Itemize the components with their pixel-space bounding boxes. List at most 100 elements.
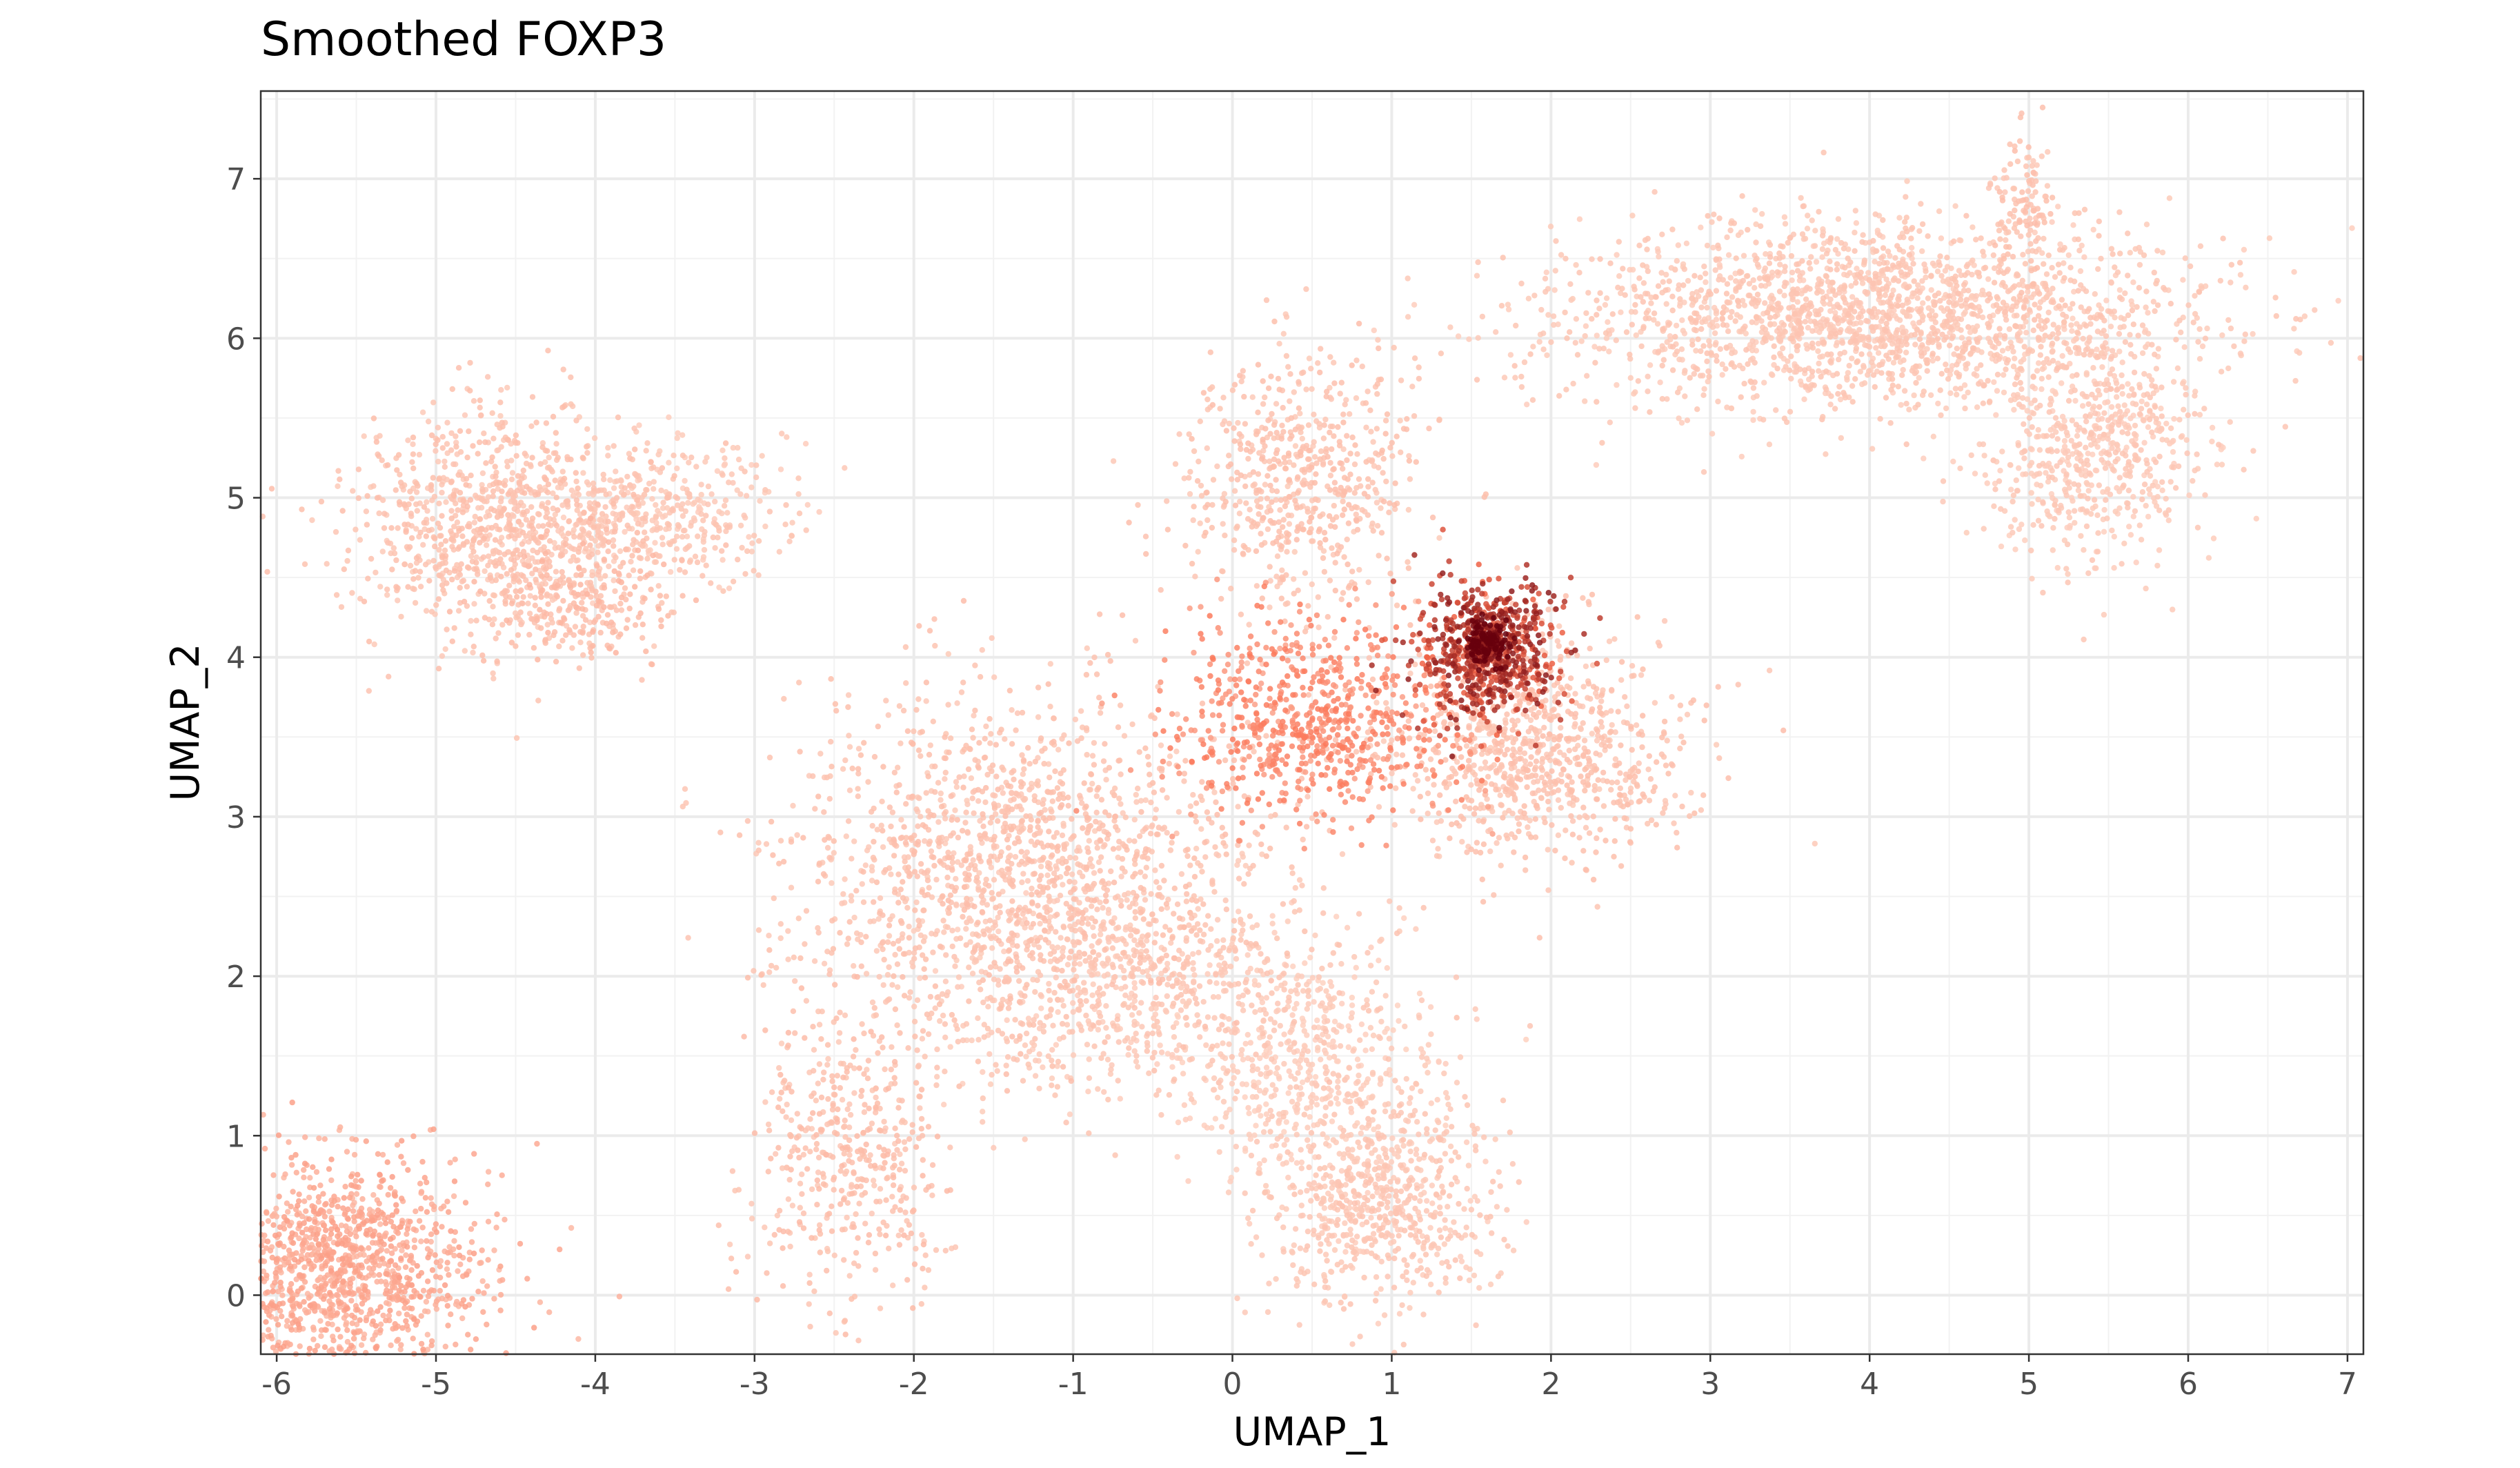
scatter-point [2065, 480, 2071, 486]
scatter-point [1952, 203, 1958, 209]
scatter-point [2163, 495, 2169, 502]
scatter-point [1131, 998, 1138, 1004]
scatter-point [2266, 235, 2273, 241]
scatter-point [1417, 1258, 1423, 1264]
scatter-point [2185, 302, 2192, 308]
scatter-point [468, 617, 474, 624]
scatter-point [1474, 1198, 1480, 1204]
scatter-point [1304, 1105, 1310, 1111]
scatter-point [1762, 300, 1768, 306]
scatter-point [1226, 1041, 1232, 1047]
scatter-point [1412, 772, 1418, 778]
scatter-point [1323, 1140, 1329, 1147]
scatter-point [1342, 1220, 1348, 1227]
scatter-point [2116, 488, 2123, 495]
scatter-point [1382, 1029, 1388, 1035]
scatter-points [258, 104, 2363, 1358]
scatter-point [1090, 924, 1096, 931]
scatter-point [2170, 606, 2176, 613]
scatter-point [1308, 366, 1314, 372]
scatter-point [2183, 391, 2189, 398]
scatter-point [1173, 1020, 1180, 1026]
scatter-point [2202, 492, 2208, 498]
scatter-point [1274, 553, 1281, 559]
scatter-point [913, 899, 920, 906]
scatter-point [1198, 826, 1204, 832]
scatter-point [1037, 920, 1043, 927]
scatter-point [1414, 1119, 1420, 1125]
scatter-point [1281, 1129, 1287, 1135]
scatter-point [1227, 963, 1234, 970]
scatter-point [1175, 1013, 1181, 1020]
scatter-point [1352, 1122, 1358, 1129]
scatter-point [2046, 409, 2052, 415]
scatter-point [2139, 489, 2146, 495]
scatter-point [1459, 839, 1465, 845]
scatter-point [1327, 1196, 1334, 1203]
scatter-point [2010, 498, 2016, 505]
scatter-point [1997, 468, 2003, 474]
scatter-point [673, 546, 680, 552]
scatter-point [1158, 1112, 1164, 1118]
scatter-point [1283, 962, 1289, 969]
scatter-point [1284, 548, 1290, 555]
scatter-point [1194, 1012, 1200, 1018]
scatter-point [1759, 210, 1765, 217]
scatter-point [777, 1095, 783, 1102]
scatter-point [1388, 1159, 1395, 1165]
scatter-point [1972, 470, 1978, 477]
scatter-point [1000, 790, 1006, 796]
scatter-point [1153, 806, 1160, 813]
scatter-point [1385, 1273, 1391, 1280]
scatter-point [1836, 356, 1842, 363]
scatter-point [679, 534, 686, 540]
scatter-point [790, 802, 796, 809]
scatter-point [1410, 1280, 1416, 1286]
scatter-point [1846, 362, 1852, 369]
scatter-point [1279, 567, 1285, 573]
scatter-point [1680, 328, 1686, 334]
scatter-point [1029, 885, 1035, 892]
scatter-point [1044, 872, 1051, 879]
scatter-point [1968, 452, 1974, 459]
scatter-point [1149, 822, 1155, 829]
scatter-point [420, 542, 426, 548]
scatter-point [1914, 295, 1921, 301]
scatter-point [1214, 463, 1220, 470]
scatter-point [1488, 1189, 1494, 1196]
scatter-point [846, 1273, 853, 1279]
scatter-point [2042, 324, 2048, 330]
scatter-point [1314, 1017, 1320, 1024]
scatter-point [1142, 897, 1149, 903]
scatter-point [2291, 326, 2297, 332]
scatter-point [1273, 401, 1280, 407]
scatter-point [1676, 415, 1682, 421]
scatter-point [1322, 1070, 1329, 1077]
scatter-point [1447, 1106, 1454, 1113]
scatter-point [1536, 339, 1542, 345]
scatter-point [1048, 1006, 1054, 1013]
scatter-point [2016, 526, 2023, 533]
scatter-point [2083, 372, 2090, 378]
scatter-point [1903, 335, 1909, 341]
scatter-point [1089, 943, 1095, 949]
scatter-point [2012, 355, 2018, 361]
scatter-point [1294, 1101, 1300, 1108]
scatter-point [2101, 354, 2107, 360]
scatter-point [1611, 636, 1618, 642]
scatter-point [1325, 1033, 1331, 1040]
scatter-point [989, 945, 995, 951]
scatter-point [1322, 1095, 1329, 1102]
scatter-point [1632, 389, 1638, 395]
scatter-point [1713, 353, 1720, 359]
scatter-point [953, 875, 959, 882]
scatter-point [1424, 1198, 1430, 1204]
scatter-point [1416, 990, 1423, 997]
scatter-point [1373, 700, 1380, 706]
scatter-point [1378, 1286, 1384, 1292]
scatter-point [980, 1119, 986, 1125]
scatter-point [1322, 1104, 1329, 1111]
scatter-point [2114, 269, 2121, 275]
scatter-point [1072, 855, 1079, 862]
scatter-point [1750, 385, 1757, 391]
